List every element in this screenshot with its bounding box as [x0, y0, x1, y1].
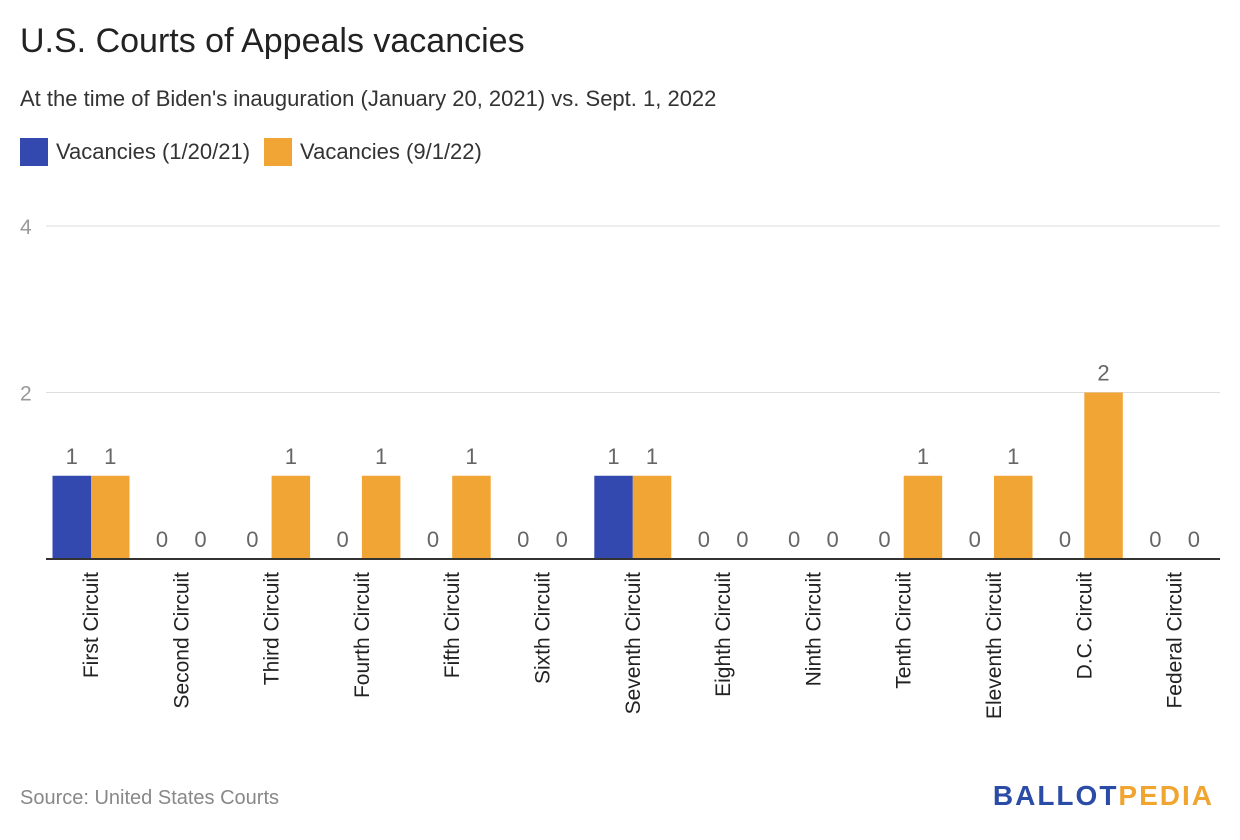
- x-tick-label-fifth-circuit: Fifth Circuit: [441, 572, 464, 678]
- data-label-eleventh-circuit-series-1: 0: [969, 527, 981, 552]
- bar-first-circuit-series-2: [91, 475, 130, 559]
- data-label-first-circuit-series-1: 1: [66, 444, 78, 469]
- x-tick-label-eighth-circuit: Eighth Circuit: [712, 572, 735, 697]
- x-tick-label-ninth-circuit: Ninth Circuit: [802, 572, 825, 687]
- data-label-second-circuit-series-1: 0: [156, 527, 168, 552]
- bar-seventh-circuit-series-1: [594, 475, 633, 559]
- x-tick-label-sixth-circuit: Sixth Circuit: [532, 572, 555, 684]
- data-label-ninth-circuit-series-1: 0: [788, 527, 800, 552]
- legend-swatch-series-1: [20, 138, 48, 166]
- x-tick-label-first-circuit: First Circuit: [80, 572, 103, 678]
- data-label-ninth-circuit-series-2: 0: [827, 527, 839, 552]
- x-tick-label-federal-circuit: Federal Circuit: [1164, 572, 1187, 709]
- data-label-fifth-circuit-series-1: 0: [427, 527, 439, 552]
- bar-fourth-circuit-series-2: [361, 475, 401, 559]
- bar-d-c-circuit-series-2: [1084, 392, 1123, 559]
- x-tick-label-d-c-circuit: D.C. Circuit: [1073, 572, 1096, 680]
- bar-seventh-circuit-series-2: [632, 475, 672, 559]
- data-label-fourth-circuit-series-2: 1: [375, 444, 387, 469]
- data-label-tenth-circuit-series-2: 1: [917, 444, 929, 469]
- source-note: Source: United States Courts: [20, 787, 280, 809]
- legend-swatch-series-2: [264, 138, 293, 166]
- data-label-eighth-circuit-series-2: 0: [736, 527, 748, 552]
- data-label-tenth-circuit-series-1: 0: [878, 527, 890, 552]
- data-label-eleventh-circuit-series-2: 1: [1007, 444, 1019, 469]
- bar-tenth-circuit-series-2: [903, 475, 943, 559]
- x-tick-label-second-circuit: Second Circuit: [170, 572, 193, 709]
- data-label-fifth-circuit-series-2: 1: [465, 444, 477, 469]
- x-tick-label-seventh-circuit: Seventh Circuit: [622, 572, 645, 715]
- data-label-d-c-circuit-series-2: 2: [1097, 361, 1109, 386]
- data-label-d-c-circuit-series-1: 0: [1059, 527, 1071, 552]
- legend-item-series-1: Vacancies (1/20/21): [20, 138, 250, 166]
- data-label-federal-circuit-series-2: 0: [1188, 527, 1200, 552]
- legend-item-series-2: Vacancies (9/1/22): [264, 138, 482, 166]
- legend-label-series-1: Vacancies (1/20/21): [56, 139, 251, 164]
- logo-part-2: PEDIA: [1118, 780, 1214, 811]
- logo-part-1: BALLOT: [992, 780, 1119, 811]
- bar-third-circuit-series-2: [271, 475, 311, 559]
- chart-title: U.S. Courts of Appeals vacancies: [20, 22, 525, 60]
- data-label-third-circuit-series-2: 1: [285, 444, 297, 469]
- legend-label-series-2: Vacancies (9/1/22): [300, 139, 482, 164]
- x-tick-label-eleventh-circuit: Eleventh Circuit: [983, 572, 1006, 719]
- bar-eleventh-circuit-series-2: [994, 475, 1033, 559]
- data-label-fourth-circuit-series-1: 0: [337, 527, 349, 552]
- data-label-sixth-circuit-series-1: 0: [517, 527, 529, 552]
- bar-fifth-circuit-series-2: [452, 475, 491, 559]
- data-label-federal-circuit-series-1: 0: [1149, 527, 1161, 552]
- x-tick-label-fourth-circuit: Fourth Circuit: [351, 572, 374, 698]
- data-label-first-circuit-series-2: 1: [104, 444, 116, 469]
- data-label-second-circuit-series-2: 0: [194, 527, 206, 552]
- y-tick-label-2: 2: [20, 383, 32, 406]
- x-tick-label-tenth-circuit: Tenth Circuit: [893, 572, 916, 689]
- data-label-eighth-circuit-series-1: 0: [698, 527, 710, 552]
- ballotpedia-logo: BALLOTPEDIA: [993, 780, 1214, 812]
- y-tick-label-4: 4: [20, 216, 32, 239]
- data-label-seventh-circuit-series-2: 1: [646, 444, 658, 469]
- data-label-third-circuit-series-1: 0: [246, 527, 258, 552]
- data-label-sixth-circuit-series-2: 0: [556, 527, 568, 552]
- x-tick-label-third-circuit: Third Circuit: [261, 572, 284, 685]
- data-label-seventh-circuit-series-1: 1: [607, 444, 619, 469]
- legend: Vacancies (1/20/21) Vacancies (9/1/22): [20, 138, 482, 166]
- chart-subtitle: At the time of Biden's inauguration (Jan…: [20, 86, 717, 111]
- bar-first-circuit-series-1: [52, 475, 91, 559]
